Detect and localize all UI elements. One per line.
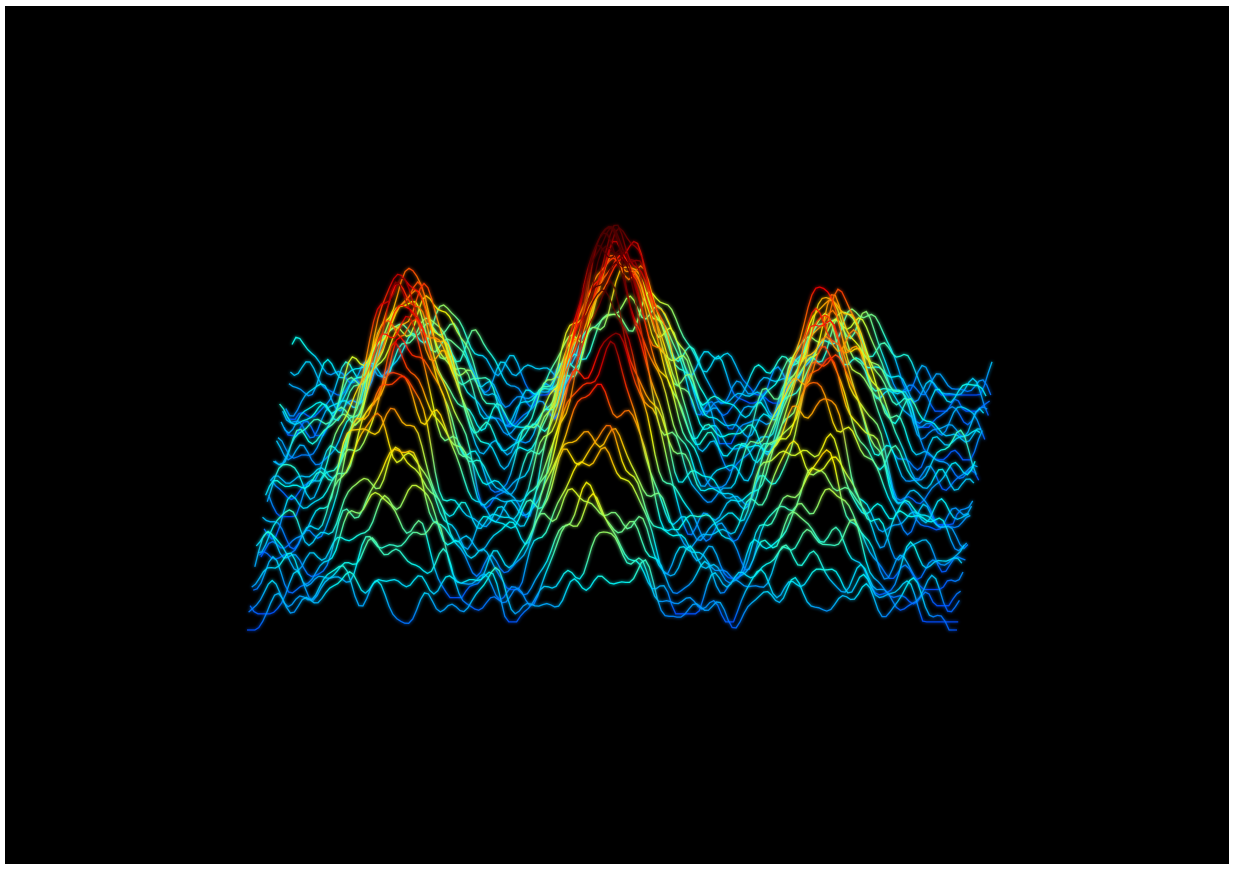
page: (() => { const data = JSON.parse(documen… <box>0 0 1233 871</box>
artwork <box>0 0 1233 871</box>
background <box>5 6 1229 864</box>
